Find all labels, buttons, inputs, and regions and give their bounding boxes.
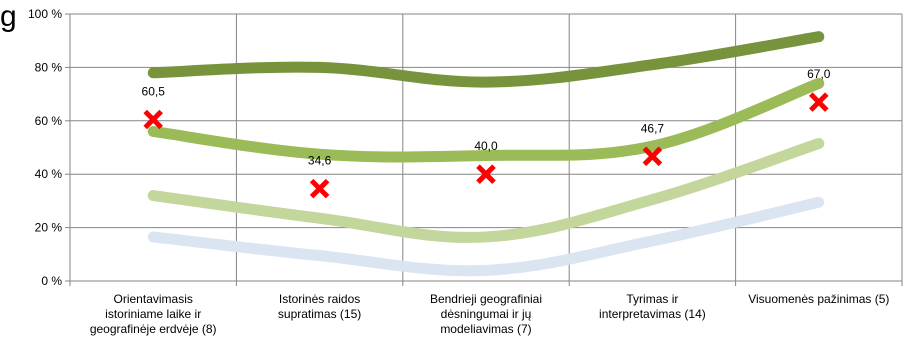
y-tick-label-4: 80 %	[35, 60, 63, 74]
y-tick-label-0: 0 %	[41, 274, 62, 288]
y-tick-label-5: 100 %	[28, 7, 62, 21]
series-line-2	[147, 137, 825, 243]
x-category-label-0: Orientavimasis istoriniame laike ir geogra…	[90, 292, 217, 336]
y-tick-label-2: 40 %	[35, 167, 63, 181]
x-category-label-1: Istorinės raidos supratimas (15)	[278, 292, 361, 321]
data-point-marker-2	[476, 164, 496, 184]
label-layer: 60,5 34,6 40,0 46,7 67,0	[142, 67, 831, 168]
series-line-0	[147, 31, 825, 88]
x-category-label-4: Visuomenės pažinimas (5)	[748, 292, 889, 306]
marker-stroke-b-0	[143, 109, 163, 130]
data-point-marker-3	[642, 146, 663, 167]
marker-stroke-b-4	[809, 92, 829, 112]
axis-layer: 0 % 20 % 40 % 60 % 80 % 100 % Orientavimasis is…	[28, 7, 903, 336]
data-point-marker-4	[809, 92, 829, 112]
marker-stroke-b-2	[476, 164, 496, 184]
chart-title-fragment: g	[0, 0, 17, 33]
data-point-marker-1	[309, 178, 330, 199]
data-label-3: 46,7	[641, 121, 665, 135]
series-line-1	[147, 77, 825, 163]
series-line-3	[147, 196, 825, 277]
data-label-1: 34,6	[308, 154, 332, 168]
marker-layer	[143, 92, 829, 199]
marker-stroke-b-1	[309, 178, 330, 199]
x-category-label-3: Tyrimas ir interpretavimas (14)	[599, 292, 706, 321]
data-label-0: 60,5	[142, 84, 166, 98]
y-tick-label-1: 20 %	[35, 221, 63, 235]
data-point-marker-0	[143, 109, 163, 130]
data-label-4: 67,0	[807, 67, 831, 81]
marker-stroke-b-3	[642, 146, 663, 167]
data-label-2: 40,0	[474, 139, 498, 153]
series-layer	[147, 31, 825, 277]
y-tick-label-3: 60 %	[35, 114, 63, 128]
x-category-label-2: Bendrieji geografiniai dėsningumai ir jų m…	[430, 292, 542, 336]
